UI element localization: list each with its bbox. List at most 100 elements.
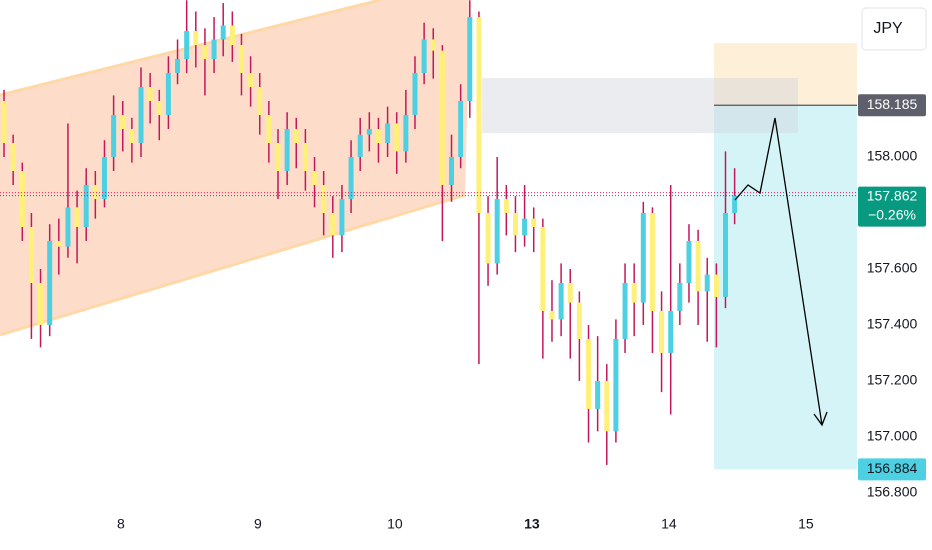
candle-body	[184, 31, 190, 60]
x-tick-label: 10	[387, 516, 403, 532]
channel	[0, 0, 470, 335]
candle-body	[677, 282, 683, 311]
x-tick-label: 15	[798, 516, 814, 532]
candle-body	[385, 123, 391, 144]
x-tick-label: 8	[117, 516, 125, 532]
candle-body	[722, 213, 728, 297]
candle-body	[375, 129, 381, 144]
candle-body	[640, 213, 646, 303]
candle-body	[476, 17, 482, 214]
y-tick-label: 157.600	[867, 260, 918, 276]
candle-body	[275, 143, 281, 172]
last-price-label: 157.862	[867, 187, 918, 203]
candle-body	[686, 241, 692, 283]
change-label: −0.26%	[868, 206, 916, 222]
candle-body	[659, 310, 665, 353]
candle-body	[101, 157, 107, 200]
candle-body	[38, 282, 44, 325]
candle-body	[412, 73, 418, 116]
candle-body	[147, 87, 153, 102]
target-price-box	[858, 458, 926, 481]
candle-body	[704, 274, 710, 292]
candle-body	[622, 282, 628, 339]
candle-body	[284, 129, 290, 172]
y-tick-label: 157.400	[867, 316, 918, 332]
candle-body	[512, 213, 518, 236]
currency: JPY	[873, 20, 903, 37]
candle-body	[165, 73, 171, 116]
candle-body	[257, 87, 263, 116]
x-tick-label: 13	[524, 516, 540, 532]
candle-body	[649, 213, 655, 311]
x-tick-label: 9	[254, 516, 262, 532]
candle-body	[321, 185, 327, 214]
candle-body	[604, 380, 610, 432]
y-tick-label: 157.000	[867, 428, 918, 444]
candle-body	[111, 115, 117, 158]
candle-body	[293, 129, 299, 144]
candle-body	[83, 185, 89, 228]
candle-body	[266, 115, 272, 144]
target-price-label: 156.884	[867, 460, 918, 476]
candle-body	[631, 282, 637, 303]
candle-body	[211, 39, 217, 60]
candle-body	[421, 39, 427, 74]
entry-price-box	[858, 94, 926, 117]
candle-body	[586, 338, 592, 409]
candle-body	[549, 310, 555, 320]
candle-body	[138, 87, 144, 144]
candle-body	[531, 218, 537, 228]
candle-body	[56, 241, 62, 247]
candle-body	[47, 241, 53, 325]
y-tick-label: 158.000	[867, 148, 918, 164]
candle-body	[357, 134, 363, 158]
candle-body	[156, 101, 162, 116]
candle-body	[312, 171, 318, 186]
candle-body	[229, 25, 235, 46]
price-axis	[857, 0, 932, 550]
candle-body	[330, 213, 336, 236]
candle-body	[366, 129, 372, 135]
channel-bottom	[0, 193, 466, 337]
candle-body	[10, 143, 16, 172]
candle-body	[175, 59, 181, 74]
currency-box	[861, 7, 927, 51]
candle-body	[65, 207, 71, 247]
candle-body	[202, 45, 208, 60]
candle-body	[576, 302, 582, 339]
candle-body	[248, 73, 254, 88]
candle-body	[339, 199, 345, 236]
candle-body	[522, 218, 528, 236]
candle-body	[1, 101, 7, 144]
candle-body	[449, 157, 455, 186]
y-tick-label: 156.800	[867, 484, 918, 500]
x-tick-label: 14	[661, 516, 677, 532]
channel-top	[0, 0, 381, 97]
candle-body	[19, 171, 25, 228]
candle-body	[74, 207, 80, 228]
candle-body	[439, 50, 445, 186]
candle-body	[28, 227, 34, 283]
candle-body	[129, 129, 135, 144]
candle-body	[467, 17, 473, 102]
candle-body	[668, 310, 674, 353]
candle-body	[695, 241, 701, 292]
candle-body	[713, 274, 719, 297]
candle-body	[302, 143, 308, 172]
candle-body	[503, 199, 509, 214]
candle-body	[595, 380, 601, 409]
candle-body	[613, 338, 619, 432]
candle-body	[567, 282, 573, 303]
candle-body	[120, 115, 126, 130]
last-price-box	[858, 186, 926, 227]
target-zone	[714, 105, 857, 470]
candle-body	[403, 115, 409, 152]
candle-body	[732, 195, 738, 214]
candle-body	[92, 185, 98, 200]
candle-body	[458, 101, 464, 158]
candle-body	[193, 31, 199, 46]
candle-body	[430, 39, 436, 51]
candle-body	[494, 199, 500, 264]
projection-arrow	[734, 117, 828, 427]
